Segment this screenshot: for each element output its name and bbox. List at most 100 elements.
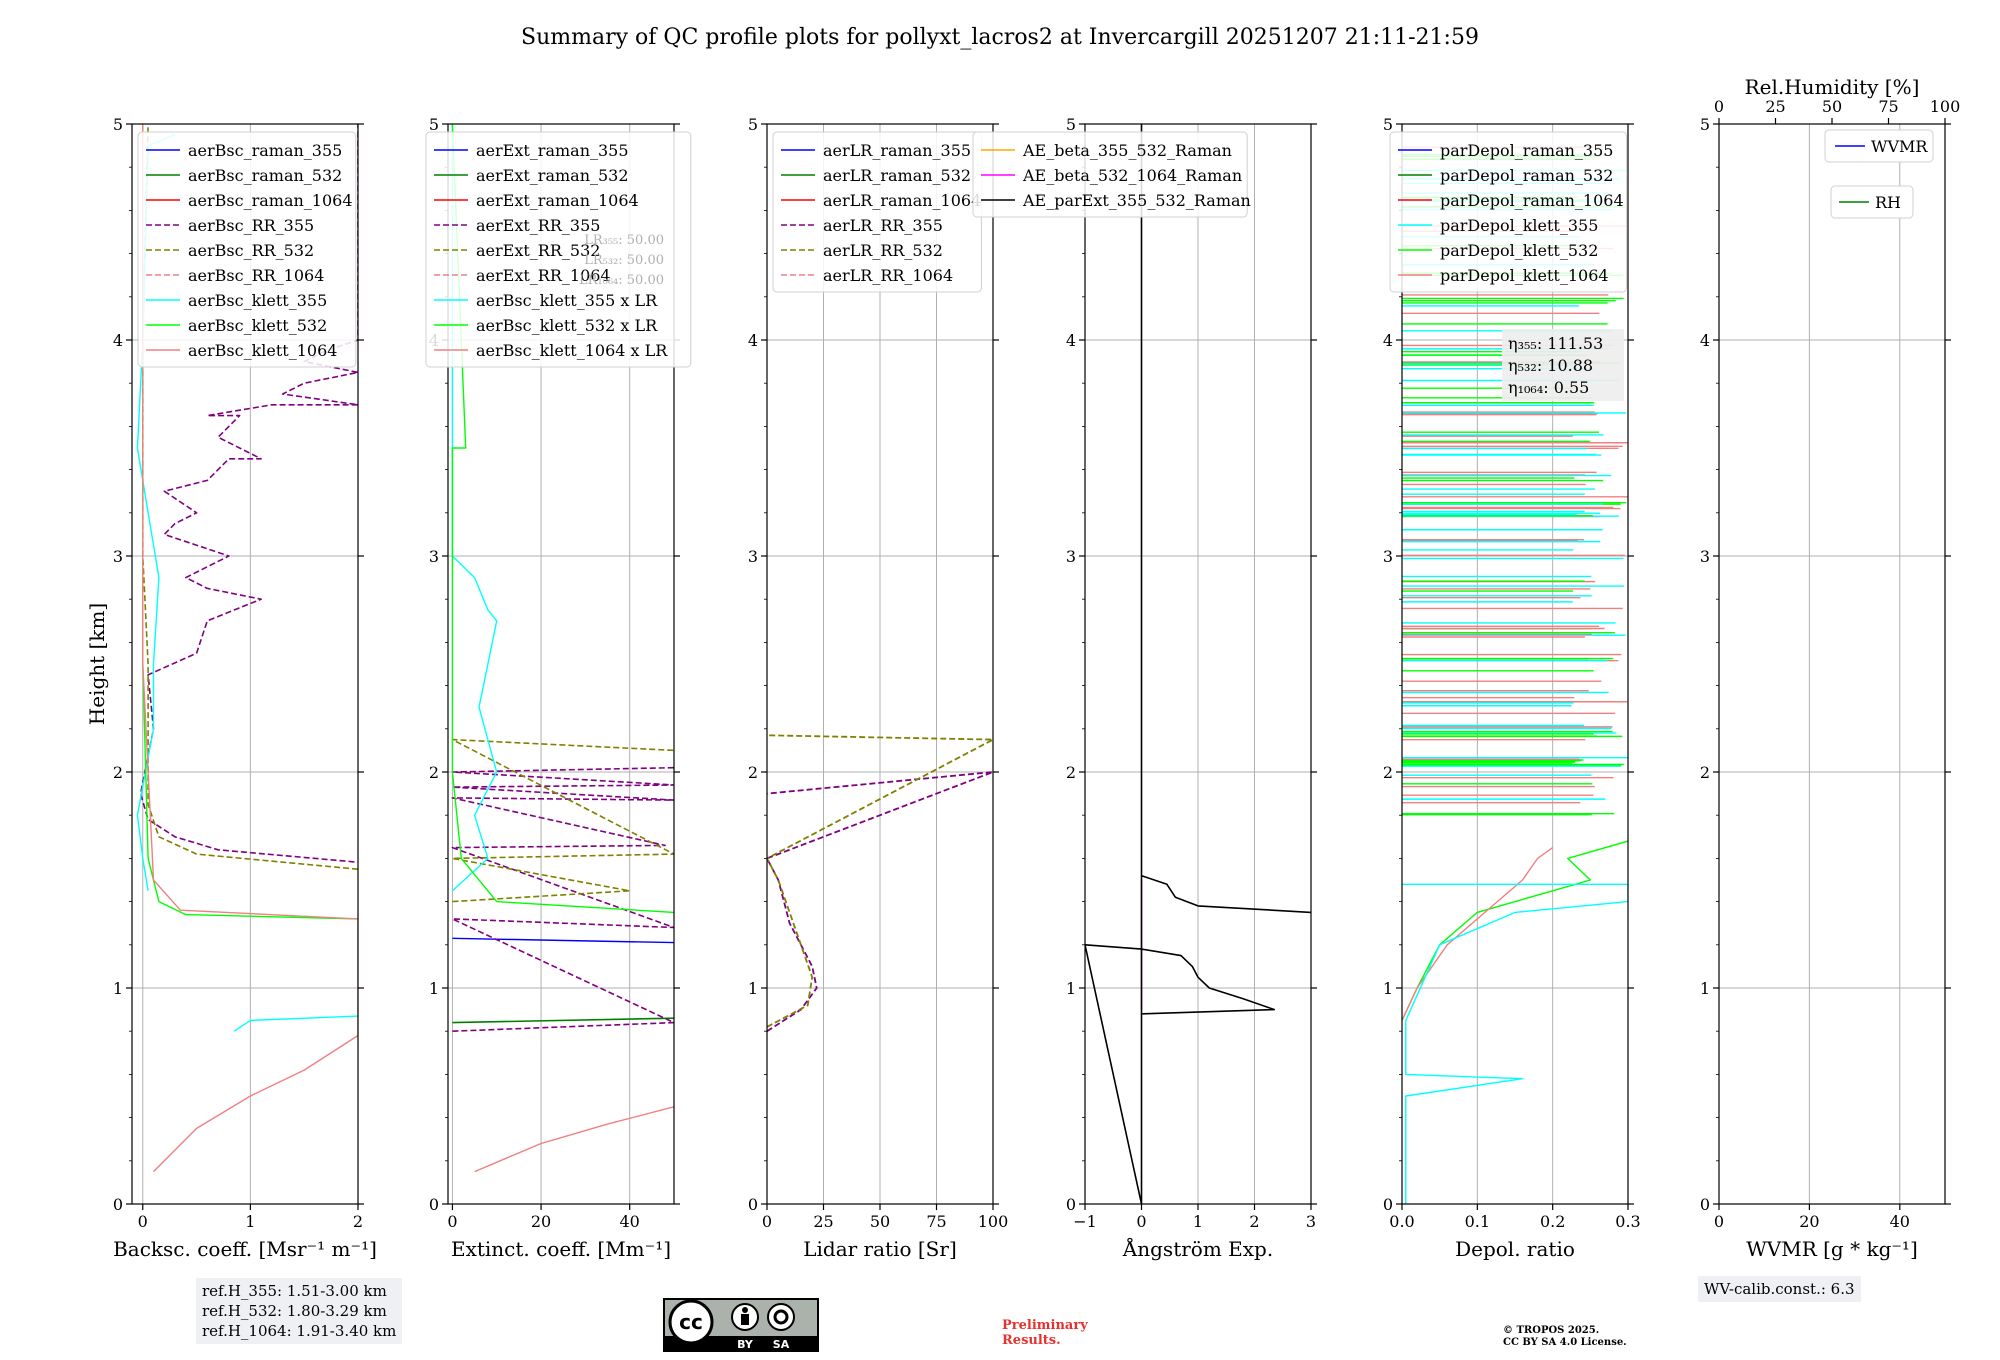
x-tick-label: 1 [1193,1212,1203,1231]
y-tick-label: 3 [1383,547,1393,566]
y-tick-label: 2 [748,763,758,782]
x-axis-label-lr: Lidar ratio [Sr] [803,1237,957,1261]
legend-box-wvmr [1824,129,1934,163]
lidar-ratio-annotation: LR₃₅₅: 50.00 [584,233,664,248]
copyright-line-1: © TROPOS 2025. [1503,1325,1600,1336]
y-tick-label: 3 [1066,547,1076,566]
ref-height-1064: ref.H_1064: 1.91-3.40 km [202,1322,397,1340]
y-tick-label: 4 [113,331,123,350]
x-tick-label: 75 [926,1212,946,1231]
ref-height-532: ref.H_532: 1.80-3.29 km [202,1302,387,1320]
lidar-ratio-annotation: LR₅₃₂: 50.00 [584,253,664,268]
cc-icon [668,1299,714,1345]
axes-frame [1718,123,1946,1205]
legend-box-rh [1830,185,1914,219]
x-tick-label: 2 [353,1212,363,1231]
legend-label: aerExt_RR_532 [476,241,600,260]
legend-label-wvmr: WVMR [1871,137,1928,156]
legend-label: aerBsc_RR_532 [188,241,314,260]
series-parDepol_klett_1064 [1402,847,1554,1021]
x-tick-label: 20 [531,1212,551,1231]
top-tick-label: 75 [1878,97,1898,116]
legend-label: aerBsc_RR_355 [188,216,314,235]
eta-value: η₅₃₂: 10.88 [1508,356,1593,375]
cc-by-label: BY [737,1338,754,1351]
legend-label: aerExt_RR_355 [476,216,600,235]
legend-label: aerBsc_klett_1064 [188,341,337,360]
x-tick-label: 0 [138,1212,148,1231]
y-tick-label: 4 [748,331,758,350]
legend-label: aerLR_RR_355 [823,216,943,235]
series-aerBsc_klett_355_low [233,1015,358,1032]
y-tick-label: 4 [1700,331,1710,350]
x-tick-label: 0 [762,1212,772,1231]
legend-label: aerBsc_klett_532 [188,316,327,335]
legend-label: parDepol_klett_355 [1440,216,1598,235]
y-tick-label: 3 [1700,547,1710,566]
y-tick-label: 1 [1383,979,1393,998]
share-alike-icon [767,1303,795,1331]
figure-title: Summary of QC profile plots for pollyxt_… [521,25,1479,50]
panel-ext: 01234502040Extinct. coeff. [Mm⁻¹]aerExt_… [425,115,692,1261]
series-group [451,124,674,1173]
x-tick-label: 0.1 [1465,1212,1490,1231]
wv-calibration-constant: WV-calib.const.: 6.3 [1704,1280,1855,1298]
y-tick-label: 0 [1700,1195,1710,1214]
legend-label: aerLR_RR_1064 [823,266,953,285]
y-tick-label: 3 [113,547,123,566]
x-tick-label: 0.0 [1389,1212,1414,1231]
x-tick-label: 1 [245,1212,255,1231]
y-tick-label: 4 [1383,331,1393,350]
y-tick-label: 3 [429,547,439,566]
x-tick-label: 0 [1714,1212,1724,1231]
axes-frame [447,123,675,1205]
legend-label: aerBsc_raman_532 [188,166,342,185]
x-tick-label: 0 [1136,1212,1146,1231]
x-tick-label: 3 [1306,1212,1316,1231]
x-tick-label: 100 [978,1212,1009,1231]
legend-box [425,131,692,368]
eta-value: η₃₅₅: 111.53 [1508,334,1603,353]
x-tick-label: 50 [870,1212,890,1231]
y-tick-label: 4 [1066,331,1076,350]
legend-label-rh: RH [1875,193,1901,212]
y-tick-label: 1 [748,979,758,998]
x-tick-label: −1 [1073,1212,1097,1231]
legend-bsc: aerBsc_raman_355 aerBsc_raman_532 aerBsc_r… [137,131,357,368]
legend-label: AE_beta_532_1064_Raman [1022,166,1242,185]
y-tick-label: 0 [113,1195,123,1214]
preliminary-results-note: Preliminary Results. [1002,1318,1088,1348]
x-tick-label: 2 [1249,1212,1259,1231]
series-aerBsc_klett_532-x-LR [451,124,674,914]
eta-box [1502,329,1624,401]
legend-dep: parDepol_raman_355 parDepol_raman_532 parD… [1389,131,1628,293]
legend-label: aerExt_raman_355 [476,141,629,160]
legend-label: parDepol_raman_355 [1440,141,1613,160]
x-tick-label: 0 [447,1212,457,1231]
legend-label: aerExt_raman_1064 [476,191,639,210]
legend-label: parDepol_klett_1064 [1440,266,1609,285]
wv-calibration-box: WV-calib.const.: 6.3 [1698,1276,1861,1302]
series-aerExt_RR_355 [451,766,674,1032]
legend-label: parDepol_raman_532 [1440,166,1613,185]
top-tick-label: 50 [1822,97,1842,116]
y-tick-label: 2 [113,763,123,782]
legend-box [972,131,1248,218]
legend-label: aerBsc_RR_1064 [188,266,324,285]
x-tick-label: 40 [1890,1212,1910,1231]
ref-height-355: ref.H_355: 1.51-3.00 km [202,1282,387,1300]
y-tick-label: 0 [1383,1195,1393,1214]
panel-dep: 0 1 2 3 4 5 0.0 0.1 0.2 0.3 Depol. ratio parDepol_r… [1383,115,1641,1261]
y-tick-label: 2 [1700,763,1710,782]
y-tick-label: 0 [748,1195,758,1214]
x-axis-label-wv: WVMR [g * kg⁻¹] [1746,1237,1918,1261]
legend-label: aerBsc_raman_355 [188,141,342,160]
lidar-ratio-annotation: LR₁₀₆₄: 50.00 [579,273,664,288]
legend-ae: AE_beta_355_532_Raman AE_beta_532_1064_Ra… [972,131,1251,218]
legend-box [1389,131,1628,293]
legend-ext: aerExt_raman_355 aerExt_raman_532 aerExt_r… [425,131,692,368]
